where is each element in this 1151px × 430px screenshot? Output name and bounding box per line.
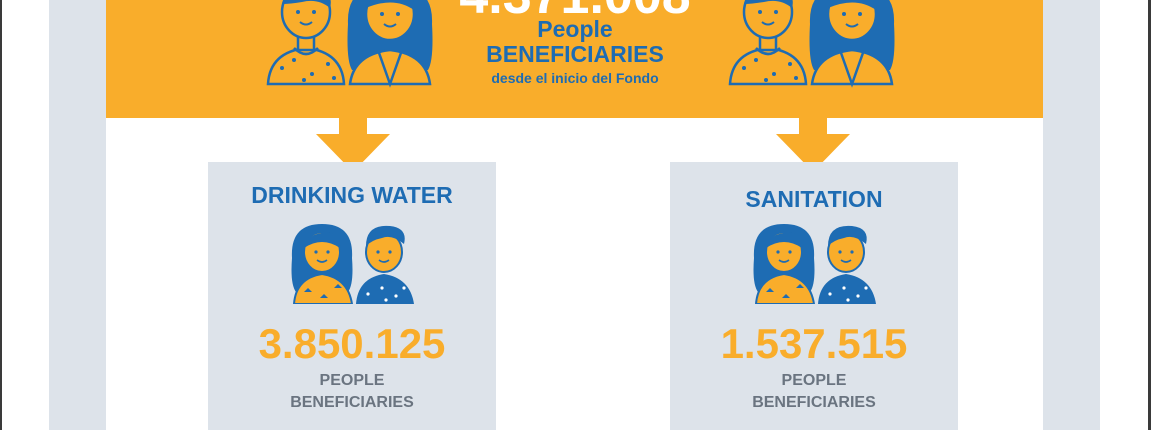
total-people-label: People bbox=[537, 16, 613, 42]
man-icon bbox=[818, 225, 876, 304]
down-arrow-icon bbox=[316, 116, 390, 172]
woman-icon bbox=[809, 0, 895, 88]
card-title: SANITATION bbox=[745, 186, 883, 212]
down-arrow-icon bbox=[776, 116, 850, 172]
man-icon bbox=[356, 225, 414, 304]
card-title: DRINKING WATER bbox=[251, 182, 453, 208]
card-people-label: PEOPLE bbox=[781, 372, 847, 389]
card-beneficiaries-label: BENEFICIARIES bbox=[752, 394, 876, 411]
woman-icon bbox=[347, 0, 433, 88]
frame-right bbox=[1148, 0, 1151, 430]
frame-left bbox=[0, 0, 2, 430]
drinking-water-card: DRINKING WATER 3.850.125 PEOPLE BENEFICI… bbox=[208, 162, 496, 430]
people-illustration-right bbox=[728, 0, 895, 88]
people-illustration-left bbox=[266, 0, 433, 88]
people-illustration bbox=[753, 224, 876, 304]
people-illustration bbox=[291, 224, 414, 304]
total-beneficiaries-label: BENEFICIARIES bbox=[486, 41, 664, 67]
man-icon bbox=[266, 0, 346, 86]
sanitation-value: 1.537.515 bbox=[720, 320, 908, 367]
card-people-label: PEOPLE bbox=[319, 372, 385, 389]
total-subtitle: desde el inicio del Fondo bbox=[491, 70, 659, 86]
drinking-water-value: 3.850.125 bbox=[258, 320, 446, 367]
man-icon bbox=[728, 0, 808, 86]
woman-icon bbox=[291, 224, 354, 304]
sanitation-card: SANITATION 1.537.515 PEOPLE BENEFICIARIE… bbox=[670, 162, 958, 430]
card-beneficiaries-label: BENEFICIARIES bbox=[290, 394, 414, 411]
woman-icon bbox=[753, 224, 816, 304]
total-beneficiaries-value: 4.371.008 bbox=[320, 0, 830, 22]
